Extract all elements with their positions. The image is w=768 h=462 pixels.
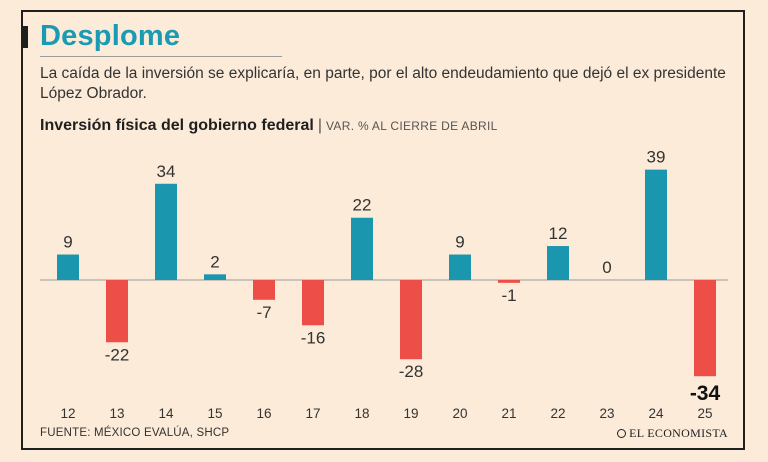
bar-22 [547,246,569,280]
x-tick-18: 18 [354,406,369,421]
x-tick-17: 17 [305,406,320,421]
x-tick-14: 14 [158,406,174,421]
x-tick-21: 21 [501,406,516,421]
headline-divider [40,56,282,57]
data-label-12: 9 [63,233,72,252]
data-label-19: -28 [399,362,424,381]
x-tick-20: 20 [452,406,467,421]
headline-accent [21,26,28,48]
data-label-20: 9 [455,233,464,252]
bar-21 [498,280,520,283]
chart-unit: VAR. % AL CIERRE DE ABRIL [326,119,498,133]
data-label-22: 12 [549,224,568,243]
x-tick-25: 25 [697,406,712,421]
x-tick-13: 13 [109,406,124,421]
bar-12 [57,254,79,280]
data-label-18: 22 [353,196,372,215]
x-tick-16: 16 [256,406,271,421]
headline: Desplome [40,20,181,52]
data-label-21: -1 [501,286,516,305]
bar-17 [302,280,324,326]
x-tick-23: 23 [599,406,614,421]
chart-title-row: Inversión física del gobierno federal | VA… [40,117,498,135]
data-label-16: -7 [256,303,271,322]
data-label-25: -34 [690,382,721,405]
bar-15 [204,274,226,280]
x-tick-15: 15 [207,406,222,421]
x-tick-19: 19 [403,406,418,421]
bar-24 [645,169,667,280]
bar-13 [106,280,128,343]
data-label-14: 34 [157,162,176,181]
data-label-17: -16 [301,328,326,347]
bar-25 [694,280,716,377]
subtitle: La caída de la inversión se explicaría, … [40,65,726,102]
brand-icon [617,429,627,438]
bar-19 [400,280,422,360]
x-tick-22: 22 [550,406,565,421]
brand-logo: EL ECONOMISTA [617,426,728,441]
bar-16 [253,280,275,300]
bar-14 [155,183,177,280]
data-label-13: -22 [105,345,130,364]
chart-title: Inversión física del gobierno federal [40,117,314,134]
chart-frame [21,10,745,450]
x-tick-24: 24 [648,406,664,421]
brand-name: EL ECONOMISTA [629,426,728,440]
bar-20 [449,254,471,280]
data-label-23: 0 [602,258,611,277]
x-tick-12: 12 [60,406,75,421]
data-label-24: 39 [647,148,666,167]
bar-18 [351,217,373,280]
title-separator: | [317,117,323,134]
data-label-15: 2 [210,252,219,271]
source-note: FUENTE: MÉXICO EVALÚA, SHCP [40,427,230,439]
